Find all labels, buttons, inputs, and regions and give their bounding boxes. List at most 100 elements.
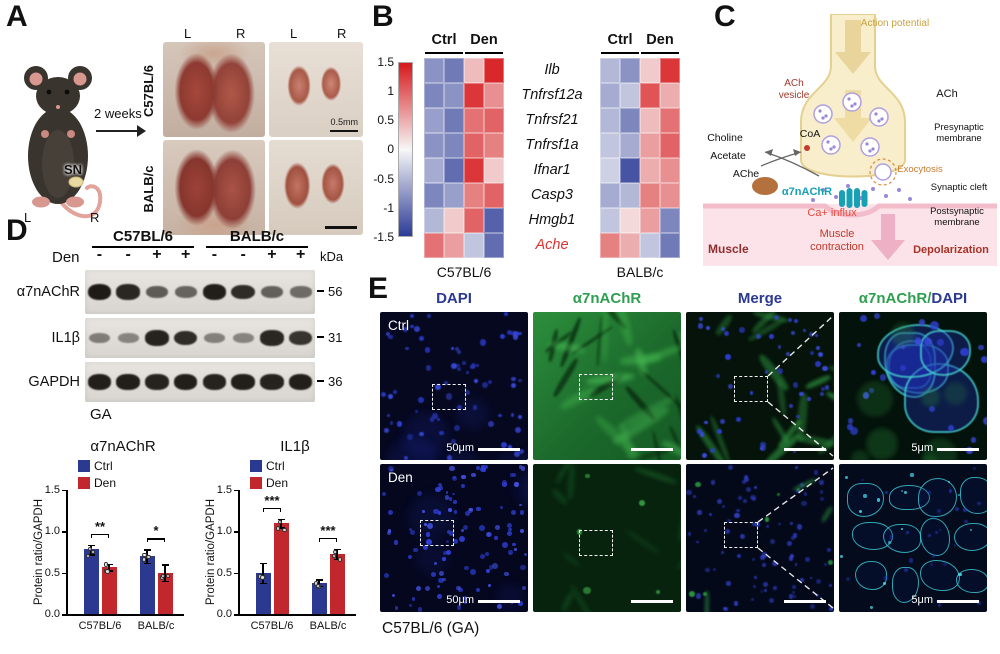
nucleus-dot: [743, 477, 749, 483]
gene-label: Tnfrsf12a: [521, 87, 583, 103]
gene-label: Casp3: [531, 187, 573, 203]
nucleus-dot: [482, 381, 489, 388]
nucleus-dot: [469, 569, 476, 575]
nucleus-dot: [416, 490, 423, 496]
heatmap-cell: [484, 183, 504, 208]
nucleus-dot: [695, 540, 699, 544]
data-point: [337, 557, 343, 562]
den-sign: +: [152, 246, 162, 263]
scale-label: 5μm: [911, 594, 933, 606]
nucleus-dot: [510, 382, 517, 389]
cyan-speck: [844, 475, 848, 479]
fiber-wisp: [676, 539, 681, 571]
protein-band: [202, 374, 227, 390]
zoom-connector-lines: [757, 467, 834, 609]
nucleus-dot: [458, 587, 463, 593]
nucleus-dot: [803, 329, 807, 333]
heatmap-cell: [444, 133, 464, 158]
fiber-wisp: [625, 528, 661, 555]
protein-band: [145, 374, 169, 390]
error-bar-cap: [259, 582, 267, 585]
fiber-outline: [920, 560, 960, 592]
scale-bar: [937, 599, 979, 603]
protein-band: [173, 374, 198, 390]
nucleus-dot: [906, 531, 910, 534]
nucleus-dot: [820, 497, 824, 501]
timeline-arrow-line: [96, 130, 138, 132]
synapse-diagram: [703, 14, 997, 266]
protein-band: [116, 284, 140, 300]
heatmap-cell: [620, 183, 640, 208]
y-tick: [234, 489, 238, 492]
nucleus-dot: [451, 475, 458, 482]
nucleus-dot: [901, 344, 906, 349]
nucleus-dot: [448, 530, 455, 537]
heatmap-cell: [620, 133, 640, 158]
blot-group-balb: BALB/c: [206, 228, 308, 248]
nucleus-dot: [432, 413, 438, 419]
kda-tick: [317, 290, 324, 292]
label-depolarization: Depolarization: [913, 244, 989, 256]
nucleus-dot: [752, 521, 757, 526]
nucleus-dot: [772, 561, 778, 567]
nucleus-dot: [520, 465, 526, 471]
postsynaptic-membrane-line: [703, 203, 997, 218]
heatmap-cell: [660, 183, 680, 208]
nucleus-dot: [452, 538, 458, 544]
error-bar-cap: [315, 579, 323, 581]
nucleus-dot: [795, 466, 798, 469]
y-tick-label: 1.5: [44, 483, 60, 496]
nucleus-dot: [790, 554, 794, 559]
roi-box: [579, 374, 613, 400]
nucleus-dot: [446, 539, 450, 543]
nucleus-dot: [425, 586, 431, 592]
nucleus-dot: [778, 522, 781, 526]
green-speck: [695, 481, 701, 487]
nucleus-dot: [475, 506, 481, 512]
roi-box: [734, 376, 768, 402]
nucleus-dot: [408, 555, 413, 560]
den-sign: +: [267, 246, 277, 263]
legend-swatch-ctrl: [78, 460, 90, 472]
cyan-speck: [957, 494, 960, 497]
photo-scale-bar: [325, 226, 357, 229]
nucleus-dot: [791, 331, 796, 336]
den-sign: -: [211, 246, 218, 263]
heatmap-cell: [444, 158, 464, 183]
error-bar-cap: [333, 558, 341, 561]
heatmap-cell: [464, 108, 484, 133]
nucleus-dot: [504, 312, 508, 316]
heatmap-cell: [620, 233, 640, 258]
nucleus-dot: [425, 365, 432, 371]
den-sign: +: [295, 246, 306, 263]
nucleus-dot: [937, 338, 945, 347]
photo-muscles-c57: 0.5mm: [269, 42, 363, 137]
legend-label: Den: [266, 476, 289, 490]
nucleus-dot: [788, 594, 793, 599]
nucleus-dot: [696, 428, 702, 435]
photo-col-label: L: [290, 26, 298, 41]
significance-label: *: [153, 523, 159, 539]
error-bar-cap: [277, 527, 285, 529]
heatmap-cell: [600, 183, 620, 208]
nucleus-dot: [739, 327, 745, 334]
heatmap-cell: [640, 233, 660, 258]
heatmap-cell: [660, 133, 680, 158]
nucleus-dot: [693, 495, 696, 499]
nucleus-dot: [705, 325, 710, 330]
panel-e-label: E: [368, 272, 389, 305]
nucleus-dot: [884, 576, 888, 580]
scale-bar: [784, 599, 826, 603]
nucleus-dot: [456, 585, 461, 591]
nucleus-dot: [736, 508, 740, 513]
nucleus-dot: [414, 409, 419, 414]
nucleus-dot: [762, 582, 768, 588]
nucleus-dot: [479, 339, 487, 346]
nucleus-dot: [402, 326, 409, 333]
ache-enzyme: [752, 177, 778, 195]
sig-bracket-tick: [163, 538, 165, 543]
mouse-ear: [73, 72, 87, 86]
nucleus-dot: [796, 414, 800, 419]
nucleus-dot: [792, 382, 799, 389]
